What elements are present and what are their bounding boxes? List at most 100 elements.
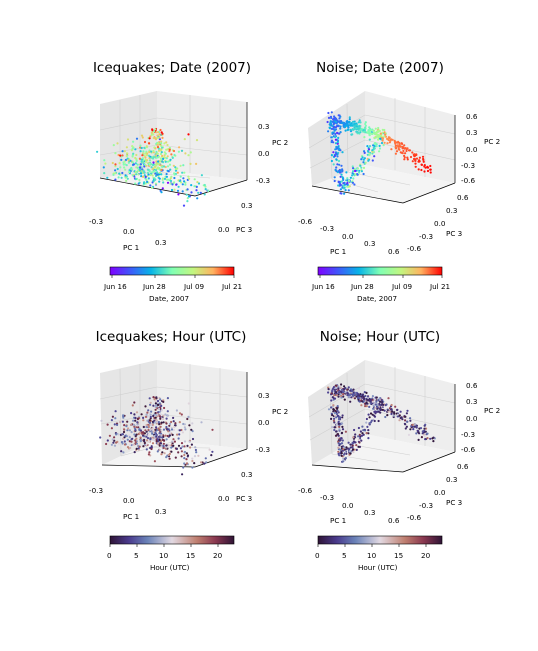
colorbar-tick-label: Jun 28	[350, 282, 374, 291]
scatter-point	[163, 142, 166, 145]
scatter-point	[180, 413, 183, 416]
scatter-point	[123, 424, 126, 427]
scatter-point	[368, 422, 371, 425]
scatter-point	[150, 447, 153, 451]
scatter-point	[133, 413, 136, 416]
scatter-point	[426, 169, 430, 173]
scatter-point	[177, 437, 180, 440]
scatter-point	[160, 453, 163, 456]
scatter-point	[118, 162, 121, 165]
scatter-point	[124, 168, 127, 171]
scatter-point	[356, 131, 359, 134]
scatter-point	[172, 149, 176, 153]
scatter-point	[335, 394, 338, 397]
scatter-point	[158, 423, 161, 426]
scatter-point	[336, 409, 339, 412]
scatter-point	[357, 438, 360, 441]
scatter-point	[178, 433, 181, 436]
scatter-point	[190, 443, 193, 446]
y-tick-label: 0.3	[241, 201, 252, 210]
scatter-point	[390, 403, 393, 407]
scatter-point	[135, 137, 139, 140]
scatter-point	[154, 182, 158, 185]
scatter-point	[165, 456, 168, 459]
scatter-point	[363, 157, 366, 160]
scatter-point	[372, 131, 375, 135]
scatter-point	[162, 414, 165, 417]
scatter-point	[210, 454, 213, 457]
scatter-point	[414, 165, 417, 168]
scatter-point	[169, 158, 172, 161]
scatter-point	[191, 457, 194, 460]
scatter-point	[151, 442, 155, 445]
scatter-point	[386, 142, 389, 145]
scatter-point	[332, 408, 335, 411]
scatter-point	[332, 126, 335, 129]
scatter-point	[358, 124, 361, 127]
scatter-point	[365, 421, 368, 424]
scatter-point	[369, 412, 373, 415]
scatter-point	[377, 138, 380, 141]
z-tick-label: 0.3	[466, 128, 477, 137]
scatter-point	[420, 163, 423, 166]
scatter-point	[180, 450, 183, 453]
scatter-point	[347, 179, 351, 182]
scatter-point	[163, 406, 166, 410]
scatter-point	[337, 159, 341, 163]
scatter-point	[157, 442, 160, 445]
scatter-point	[177, 451, 180, 454]
scatter-point	[190, 191, 193, 194]
scatter-point	[373, 142, 376, 145]
scatter-point	[353, 126, 356, 129]
scatter-point	[156, 438, 159, 441]
scatter-point	[342, 448, 345, 451]
scatter-point	[174, 166, 177, 169]
plot-box	[308, 91, 456, 204]
scatter-point	[384, 135, 388, 138]
scatter-point	[327, 408, 331, 411]
y-tick-label: 0.6	[457, 193, 469, 202]
pane-floor	[312, 165, 455, 203]
scatter-point	[139, 166, 142, 169]
colorbar-tick-label: 5	[342, 551, 347, 560]
scatter-point	[342, 393, 345, 396]
scatter-point	[171, 433, 174, 436]
scatter-point	[199, 191, 202, 194]
scatter-point	[426, 166, 430, 169]
scatter-point	[395, 147, 398, 150]
scatter-point	[134, 416, 137, 420]
scatter-point	[375, 410, 379, 413]
scatter-point	[340, 396, 343, 399]
scatter-point	[166, 165, 170, 168]
pane-floor	[312, 434, 455, 472]
scatter-point	[195, 451, 198, 454]
scatter-point	[387, 397, 390, 400]
scatter-point	[337, 145, 340, 148]
scatter-point	[327, 388, 330, 391]
scatter-point	[170, 428, 174, 431]
scatter-point	[115, 441, 118, 444]
scatter-point	[197, 191, 200, 194]
scatter-point	[432, 440, 435, 443]
scatter-point	[157, 160, 160, 163]
scatter-point	[183, 453, 186, 457]
scatter-point	[172, 428, 175, 432]
scatter-point	[379, 137, 382, 140]
scatter-point	[148, 397, 151, 400]
y-tick-label: -0.3	[419, 232, 433, 241]
x-tick-label: 0.0	[123, 496, 135, 505]
scatter-point	[330, 406, 333, 409]
scatter-point	[96, 150, 99, 153]
scatter-point	[341, 439, 344, 442]
scatter-point	[197, 182, 201, 185]
scatter-point	[370, 129, 373, 132]
scatter-point	[406, 420, 409, 423]
scatter-point	[419, 427, 423, 430]
scatter-point	[117, 153, 120, 157]
scatter-point	[339, 448, 342, 451]
colorbar-tick-label: Jun 16	[103, 282, 127, 291]
scatter-point	[112, 173, 115, 176]
scatter-point	[151, 174, 154, 177]
scatter-point	[102, 166, 105, 169]
scatter-point	[100, 419, 103, 422]
